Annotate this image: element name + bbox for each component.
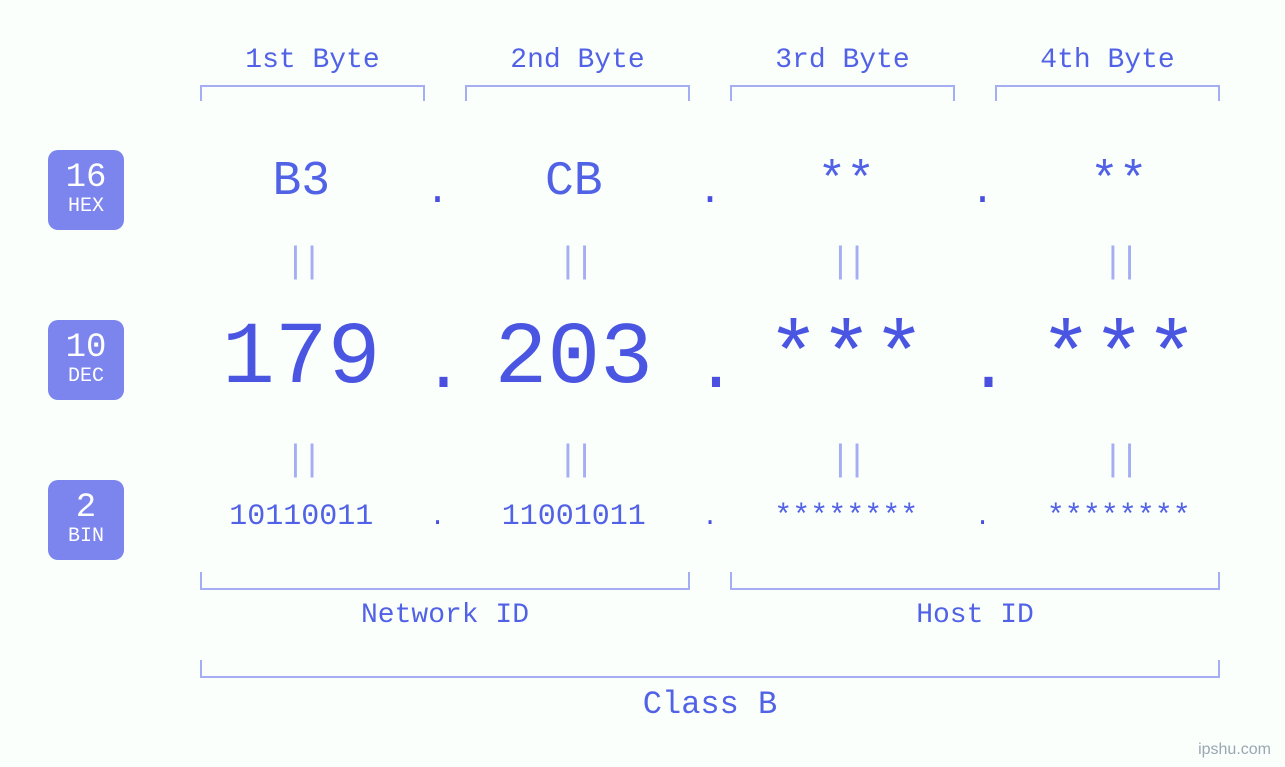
equals-row-2: || || || || <box>180 440 1240 481</box>
byte-header-4: 4th Byte <box>975 45 1240 76</box>
badge-dec: 10 DEC <box>48 320 124 400</box>
badge-bin-label: BIN <box>68 525 104 549</box>
hex-byte-1: B3 <box>180 155 423 209</box>
equals-icon: || <box>998 242 1241 283</box>
top-bracket-2 <box>465 85 690 101</box>
badge-hex-num: 16 <box>66 161 107 195</box>
dec-byte-2: 203 <box>453 310 696 409</box>
network-id-label: Network ID <box>180 600 710 631</box>
bin-row: 10110011 . 11001011 . ******** . *******… <box>180 500 1240 534</box>
equals-icon: || <box>725 440 968 481</box>
equals-icon: || <box>453 242 696 283</box>
host-id-label: Host ID <box>710 600 1240 631</box>
badge-bin-num: 2 <box>76 491 96 525</box>
equals-icon: || <box>998 440 1241 481</box>
top-bracket-4 <box>995 85 1220 101</box>
class-bracket <box>200 660 1220 678</box>
badge-hex-label: HEX <box>68 195 104 219</box>
dot: . <box>423 170 453 215</box>
bin-byte-3: ******** <box>725 500 968 534</box>
dot: . <box>695 170 725 215</box>
equals-icon: || <box>180 440 423 481</box>
dec-byte-3: *** <box>725 310 968 409</box>
badge-dec-num: 10 <box>66 331 107 365</box>
class-label: Class B <box>180 686 1240 723</box>
top-brackets <box>180 85 1240 103</box>
byte-header-1: 1st Byte <box>180 45 445 76</box>
badge-hex: 16 HEX <box>48 150 124 230</box>
network-bracket <box>200 572 690 590</box>
byte-header-2: 2nd Byte <box>445 45 710 76</box>
dec-row: 179 . 203 . *** . *** <box>180 310 1240 409</box>
equals-icon: || <box>453 440 696 481</box>
badge-dec-label: DEC <box>68 365 104 389</box>
equals-icon: || <box>725 242 968 283</box>
top-bracket-1 <box>200 85 425 101</box>
bin-byte-1: 10110011 <box>180 500 423 534</box>
top-bracket-3 <box>730 85 955 101</box>
dot: . <box>423 502 453 532</box>
hex-byte-4: ** <box>998 155 1241 209</box>
dot: . <box>695 502 725 532</box>
hex-row: B3 . CB . ** . ** <box>180 155 1240 209</box>
hex-byte-3: ** <box>725 155 968 209</box>
equals-icon: || <box>180 242 423 283</box>
dec-byte-4: *** <box>998 310 1241 409</box>
bin-byte-4: ******** <box>998 500 1241 534</box>
dot: . <box>968 170 998 215</box>
bin-byte-2: 11001011 <box>453 500 696 534</box>
class-section: Class B <box>180 660 1240 723</box>
watermark: ipshu.com <box>1198 741 1271 759</box>
badge-bin: 2 BIN <box>48 480 124 560</box>
dot: . <box>968 330 998 409</box>
dot: . <box>423 330 453 409</box>
dec-byte-1: 179 <box>180 310 423 409</box>
host-bracket <box>730 572 1220 590</box>
hex-byte-2: CB <box>453 155 696 209</box>
dot: . <box>695 330 725 409</box>
section-brackets <box>180 572 1240 590</box>
section-labels: Network ID Host ID <box>180 600 1240 631</box>
byte-header-3: 3rd Byte <box>710 45 975 76</box>
byte-headers: 1st Byte 2nd Byte 3rd Byte 4th Byte <box>180 45 1240 76</box>
equals-row-1: || || || || <box>180 242 1240 283</box>
dot: . <box>968 502 998 532</box>
